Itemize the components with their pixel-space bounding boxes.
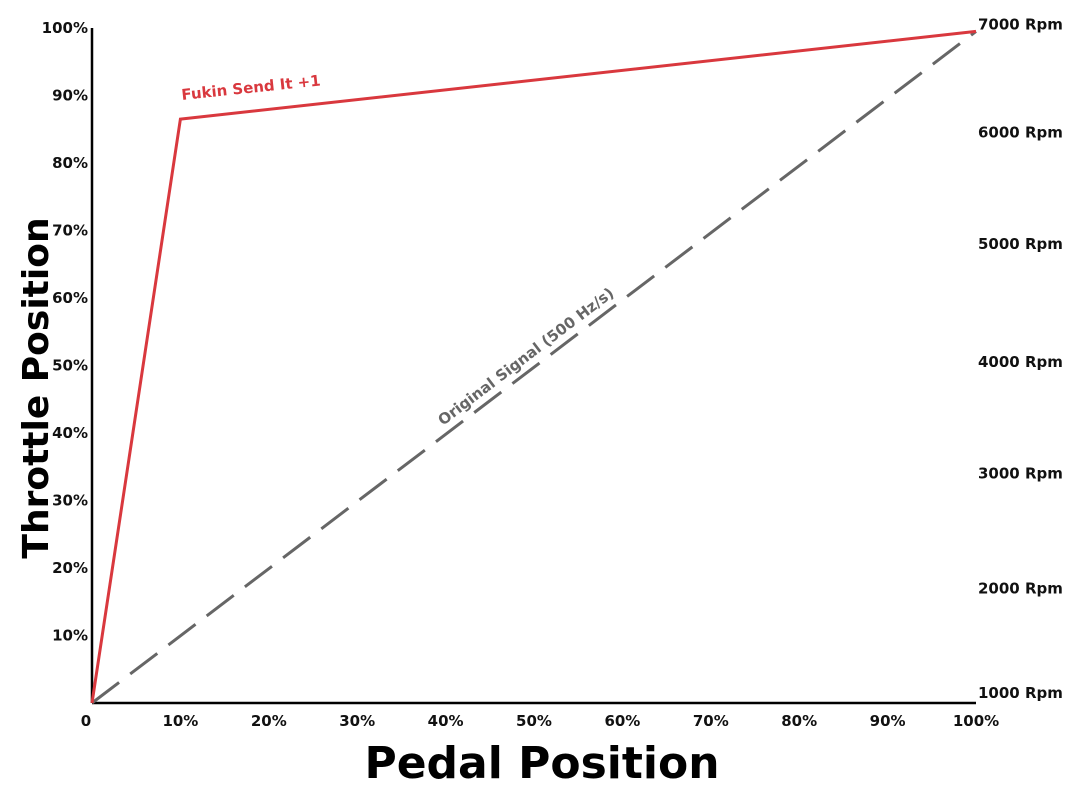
y-tick-label: 80% — [52, 154, 88, 172]
y-tick-label: 100% — [42, 19, 88, 37]
x-tick-label: 10% — [162, 712, 198, 730]
y-tick-label: 20% — [52, 559, 88, 577]
y-tick-label: 70% — [52, 222, 88, 240]
x-tick-label: 100% — [953, 712, 999, 730]
x-tick-label: 70% — [693, 712, 729, 730]
labels-layer: Pedal Position Throttle Position Fukin S… — [16, 71, 720, 789]
y-tick-label: 10% — [52, 627, 88, 645]
x-tick-label: 20% — [251, 712, 287, 730]
series-label-original-signal: Original Signal (500 Hz/s) — [435, 284, 618, 429]
rpm-tick-label: 7000 Rpm — [978, 16, 1063, 34]
rpm-tick-label: 2000 Rpm — [978, 579, 1063, 597]
rpm-tick-label: 3000 Rpm — [978, 465, 1063, 483]
y-axis-title: Throttle Position — [16, 217, 57, 558]
x-tick-label: 80% — [781, 712, 817, 730]
rpm-tick-label: 1000 Rpm — [978, 684, 1063, 702]
x-tick-label: 60% — [604, 712, 640, 730]
x-tick-label: 50% — [516, 712, 552, 730]
x-axis-title: Pedal Position — [364, 738, 719, 789]
x-tick-label: 40% — [428, 712, 464, 730]
x-tick-label: 30% — [339, 712, 375, 730]
ticks-layer: 0 10% 20% 30% 40% 50% 60% 70% 80% 90% 100% 10% 20% 30… — [42, 16, 1063, 730]
y-tick-label: 60% — [52, 289, 88, 307]
axes — [90, 28, 976, 705]
x-tick-label: 90% — [870, 712, 906, 730]
y-tick-label: 50% — [52, 357, 88, 375]
series-layer — [90, 29, 977, 705]
rpm-tick-label: 6000 Rpm — [978, 124, 1063, 142]
y-tick-label: 90% — [52, 87, 88, 105]
series-line-1 — [91, 30, 977, 705]
rpm-tick-label: 4000 Rpm — [978, 353, 1063, 371]
rpm-tick-label: 5000 Rpm — [978, 235, 1063, 253]
y-tick-label: 30% — [52, 492, 88, 510]
series-line-0 — [90, 29, 977, 704]
series-label-fukin-send-it: Fukin Send It +1 — [181, 71, 322, 104]
x-tick-label: 0 — [81, 712, 91, 730]
y-tick-label: 40% — [52, 424, 88, 442]
